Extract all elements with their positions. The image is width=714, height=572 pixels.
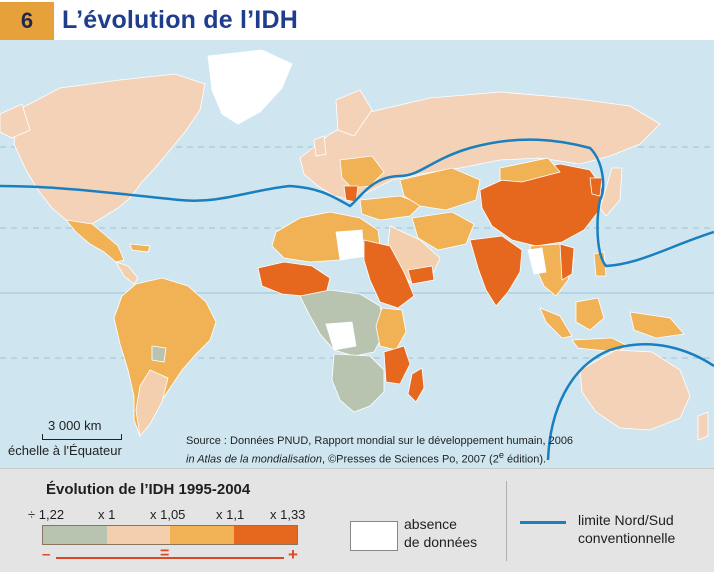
argentina-chile	[135, 369, 169, 437]
myanmar	[527, 247, 547, 275]
north-south-limit-australia	[546, 343, 714, 461]
legend-ns-line-swatch	[520, 521, 566, 524]
legend-class-decrease	[43, 526, 107, 544]
yemen	[407, 265, 435, 285]
legend-tick-5: x 1,33	[270, 507, 306, 522]
legend-class-low	[106, 526, 170, 544]
egypt-horn	[363, 239, 415, 309]
scale-bar	[42, 434, 122, 440]
new-guinea	[629, 311, 685, 339]
legend-no-data-label: absence de données	[404, 515, 477, 551]
vietnam	[559, 243, 575, 281]
legend-tick-1: ÷ 1,22	[28, 507, 65, 522]
source-line-1: Source : Données PNUD, Rapport mondial s…	[186, 435, 574, 447]
legend-divider	[506, 481, 507, 561]
alaska	[0, 103, 31, 139]
source-line-2: in Atlas de la mondialisation, ©Presses …	[186, 448, 573, 467]
british-isles	[313, 135, 327, 157]
legend-ns-line-label: limite Nord/Sud conventionnelle	[578, 511, 675, 547]
world-map: 3 000 km échelle à l'Équateur Source : D…	[0, 40, 714, 468]
legend-arrow-plus: +	[288, 545, 298, 564]
legend-tick-3: x 1,05	[150, 507, 186, 522]
legend-class-medium	[170, 526, 234, 544]
figure-header: 6 L’évolution de l’IDH	[0, 0, 714, 40]
mongolia	[499, 157, 561, 183]
legend-tick-2: x 1	[98, 507, 116, 522]
scale-bar-group: 3 000 km échelle à l'Équateur	[8, 418, 168, 460]
korea	[589, 177, 603, 197]
iran-afghanistan	[411, 211, 475, 251]
libya	[335, 229, 365, 261]
source-publisher: , ©Presses de Sciences Po, 2007 (2	[321, 453, 499, 466]
caribbean	[129, 243, 151, 253]
west-africa	[257, 261, 331, 297]
legend-no-data-swatch	[350, 521, 398, 551]
balkans	[343, 185, 359, 203]
legend-no-data-line-1: absence	[404, 516, 457, 532]
source-note: Source : Données PNUD, Rapport mondial s…	[186, 434, 573, 467]
legend-ns-line-1: limite Nord/Sud	[578, 512, 674, 528]
mozambique	[383, 345, 411, 385]
map-canvas	[0, 49, 714, 461]
source-edition: édition).	[503, 453, 547, 466]
scale-caption: échelle à l'Équateur	[8, 443, 122, 458]
sumatra	[539, 307, 573, 339]
japan	[599, 167, 623, 217]
legend-title: Évolution de l’IDH 1995-2004	[46, 481, 251, 498]
legend-tick-4: x 1,1	[216, 507, 245, 522]
legend-class-high	[233, 526, 297, 544]
scandinavia	[335, 89, 373, 137]
scale-distance: 3 000 km	[48, 418, 102, 433]
north-south-limit	[0, 138, 714, 268]
india	[469, 235, 523, 307]
legend-arrow-equal: =	[160, 545, 170, 562]
borneo	[575, 297, 605, 331]
legend-ns-line-2: conventionnelle	[578, 530, 676, 546]
map-title: L’évolution de l’IDH	[62, 6, 298, 34]
map-legend: Évolution de l’IDH 1995-2004 ÷ 1,22 x 1 …	[0, 468, 714, 572]
greenland	[207, 49, 293, 125]
legend-color-ramp	[42, 525, 298, 545]
china	[479, 163, 605, 247]
north-america	[13, 73, 206, 227]
new-zealand	[697, 411, 709, 441]
turkey-caucasus	[359, 195, 423, 221]
madagascar	[407, 367, 425, 403]
source-atlas-title: in Atlas de la mondialisation	[186, 453, 322, 466]
figure-number: 6	[0, 2, 54, 40]
mexico	[65, 219, 125, 263]
australia	[579, 349, 691, 431]
central-asia	[399, 167, 481, 211]
southern-africa	[331, 353, 385, 413]
central-america	[115, 261, 139, 285]
paraguay	[151, 345, 167, 363]
legend-arrow-minus: –	[42, 546, 51, 563]
congo	[325, 321, 357, 351]
legend-no-data-line-2: de données	[404, 534, 478, 550]
legend-arrow-line	[56, 557, 284, 559]
source-edition-sup: e	[498, 450, 504, 460]
east-africa	[375, 307, 407, 351]
